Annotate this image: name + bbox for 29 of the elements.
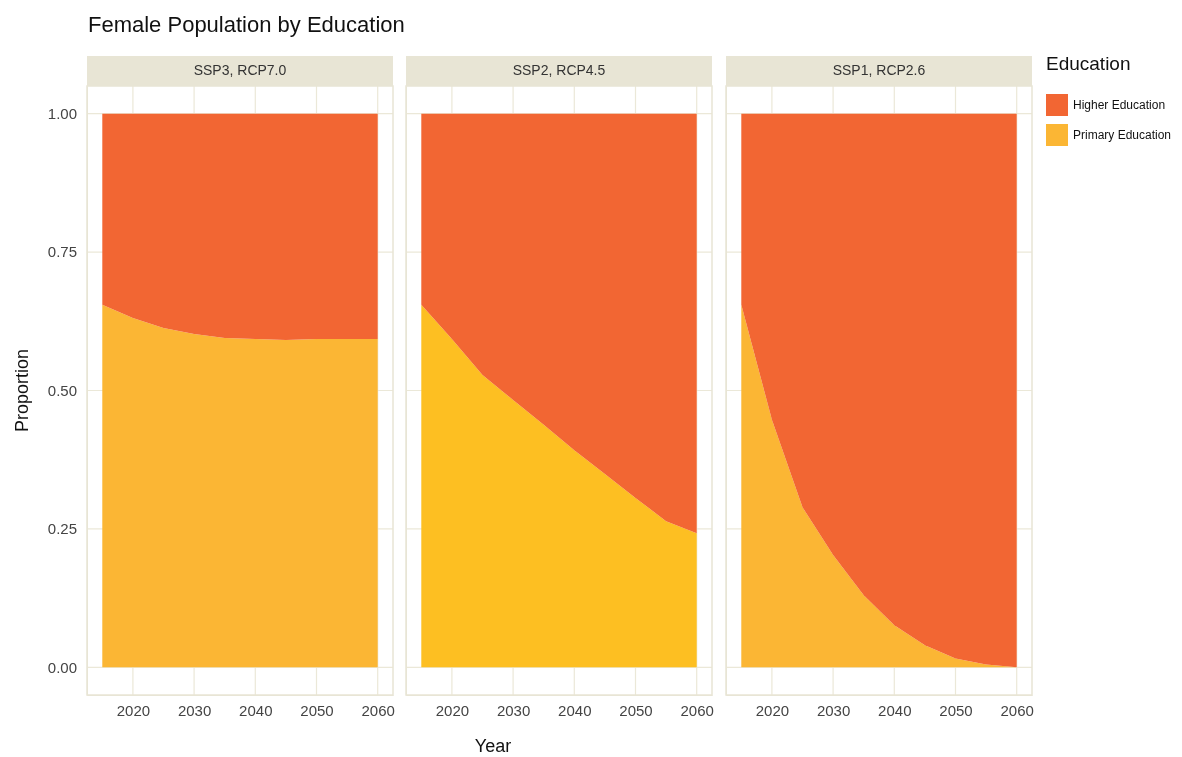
y-tick-label: 0.00 — [47, 658, 77, 676]
x-tick-label: 2030 — [496, 701, 531, 719]
x-tick-label: 2020 — [435, 701, 470, 719]
x-tick-label: 2030 — [816, 701, 851, 719]
x-tick-label: 2060 — [361, 701, 395, 719]
x-tick-label: 2060 — [1000, 701, 1034, 719]
x-tick-label: 2020 — [755, 701, 790, 719]
x-tick-label: 2050 — [619, 701, 653, 719]
legend-title: Education — [1046, 53, 1131, 74]
legend-label: Primary Education — [1073, 128, 1172, 142]
y-axis-title: Proportion — [12, 348, 32, 433]
x-tick-label: 2040 — [558, 701, 592, 719]
y-tick-label: 0.50 — [47, 381, 77, 399]
x-tick-label: 2020 — [116, 701, 151, 719]
chart-subtitle: SSP3, RCP7.0 — [193, 62, 287, 78]
chart-subtitle: SSP2, RCP4.5 — [512, 62, 606, 78]
x-tick-label: 2050 — [300, 701, 334, 719]
x-tick-label: 2060 — [680, 701, 714, 719]
chart-title: Female Population by Education — [88, 12, 405, 37]
x-axis-title: Year — [474, 736, 512, 756]
x-tick-label: 2040 — [239, 701, 273, 719]
y-tick-label: 0.75 — [47, 243, 77, 261]
y-tick-label: 0.25 — [47, 520, 77, 538]
chart-subtitle: SSP1, RCP2.6 — [832, 62, 926, 78]
x-tick-label: 2030 — [177, 701, 212, 719]
x-tick-label: 2050 — [939, 701, 973, 719]
y-tick-label: 1.00 — [47, 104, 77, 122]
legend-label: Higher Education — [1073, 98, 1166, 112]
x-tick-label: 2040 — [878, 701, 912, 719]
